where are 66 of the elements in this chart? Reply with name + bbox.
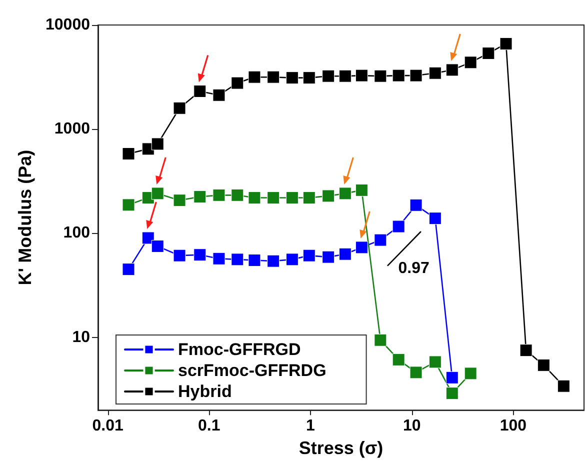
y-tick-label: 10000 bbox=[46, 16, 90, 34]
point bbox=[338, 187, 352, 200]
x-tick-label: 1 bbox=[306, 418, 316, 435]
legend-label: scrFmoc-GFFRDG bbox=[178, 361, 326, 380]
point bbox=[194, 85, 206, 98]
x-tick-label: 0.1 bbox=[198, 418, 220, 435]
point bbox=[428, 356, 442, 368]
point bbox=[464, 367, 477, 380]
point bbox=[410, 366, 422, 379]
point bbox=[122, 147, 135, 160]
point bbox=[338, 248, 352, 260]
point bbox=[374, 234, 387, 246]
point bbox=[355, 69, 368, 82]
point bbox=[212, 188, 226, 202]
point bbox=[248, 192, 261, 204]
point bbox=[267, 254, 280, 268]
point bbox=[446, 371, 458, 384]
point bbox=[231, 253, 244, 266]
y-axis-title: K' Modulus (Pa) bbox=[15, 150, 35, 286]
point bbox=[355, 241, 368, 254]
point bbox=[392, 220, 405, 233]
point bbox=[248, 254, 261, 266]
y-tick-label: 10 bbox=[72, 328, 90, 346]
x-tick-label: 100 bbox=[500, 418, 527, 435]
point bbox=[122, 263, 135, 276]
point bbox=[286, 72, 298, 84]
legend-label: Hybrid bbox=[178, 382, 232, 401]
point bbox=[482, 47, 495, 60]
point bbox=[410, 198, 422, 212]
annotation: 0.97 bbox=[398, 260, 430, 278]
legend-label: Fmoc-GFFRGD bbox=[178, 340, 301, 359]
point bbox=[212, 252, 226, 265]
x-tick-label: 10 bbox=[402, 418, 421, 435]
point bbox=[374, 70, 387, 82]
y-tick-label: 1000 bbox=[54, 120, 90, 138]
x-axis-title: Stress (σ) bbox=[298, 438, 384, 458]
point bbox=[428, 66, 442, 80]
point bbox=[248, 70, 261, 84]
point bbox=[338, 70, 352, 82]
point bbox=[194, 248, 206, 262]
point bbox=[231, 188, 244, 202]
point bbox=[374, 334, 387, 346]
point bbox=[537, 358, 550, 372]
point bbox=[267, 70, 280, 84]
point bbox=[302, 249, 316, 262]
point bbox=[286, 253, 298, 266]
point bbox=[194, 190, 206, 204]
point bbox=[212, 88, 226, 102]
x-tick-label: 0.01 bbox=[92, 418, 124, 435]
point bbox=[410, 69, 422, 82]
point bbox=[428, 212, 442, 225]
point bbox=[231, 76, 244, 90]
point bbox=[446, 64, 458, 76]
point bbox=[142, 232, 154, 244]
point bbox=[286, 192, 298, 204]
point bbox=[392, 69, 405, 82]
point bbox=[464, 56, 477, 69]
point bbox=[392, 353, 405, 366]
point bbox=[302, 192, 316, 204]
point bbox=[302, 72, 316, 84]
point bbox=[355, 184, 368, 196]
y-tick-label: 100 bbox=[63, 224, 90, 242]
point bbox=[267, 192, 280, 204]
point bbox=[446, 387, 458, 400]
point bbox=[122, 198, 135, 212]
point bbox=[500, 37, 512, 50]
